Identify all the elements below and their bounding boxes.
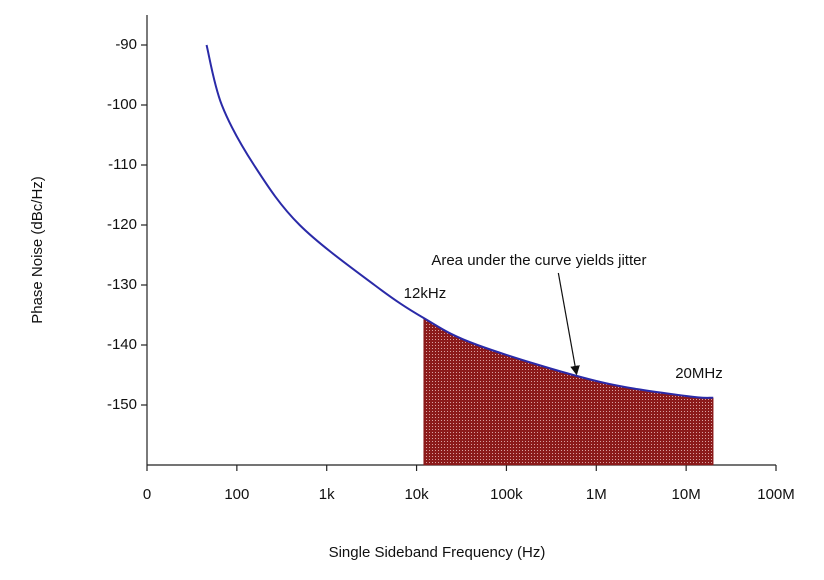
x-tick-label: 10M <box>672 486 701 503</box>
y-tick-label: -90 <box>115 36 137 53</box>
x-tick-label: 100 <box>224 486 249 503</box>
y-axis-label: Phase Noise (dBc/Hz) <box>29 176 46 324</box>
x-tick-label: 100k <box>490 486 523 503</box>
annotation-arrow <box>557 272 580 376</box>
x-axis-label: Single Sideband Frequency (Hz) <box>329 544 546 561</box>
phase-noise-curve <box>205 44 714 399</box>
y-tick-label: -110 <box>108 156 137 173</box>
y-tick-label: -140 <box>107 336 137 353</box>
x-tick-label: 100M <box>757 486 795 503</box>
y-tick-label: -150 <box>107 396 137 413</box>
annotation: 20MHz <box>675 365 723 382</box>
annotation: 12kHz <box>404 285 447 302</box>
y-tick-label: -120 <box>107 216 137 233</box>
x-tick-label: 1M <box>586 486 607 503</box>
x-tick-label: 0 <box>143 486 151 503</box>
y-tick-label: -100 <box>107 96 137 113</box>
y-tick-label: -130 <box>107 276 137 293</box>
annotation: Area under the curve yields jitter <box>431 252 646 269</box>
x-tick-label: 1k <box>319 486 335 503</box>
x-tick-label: 10k <box>404 486 429 503</box>
